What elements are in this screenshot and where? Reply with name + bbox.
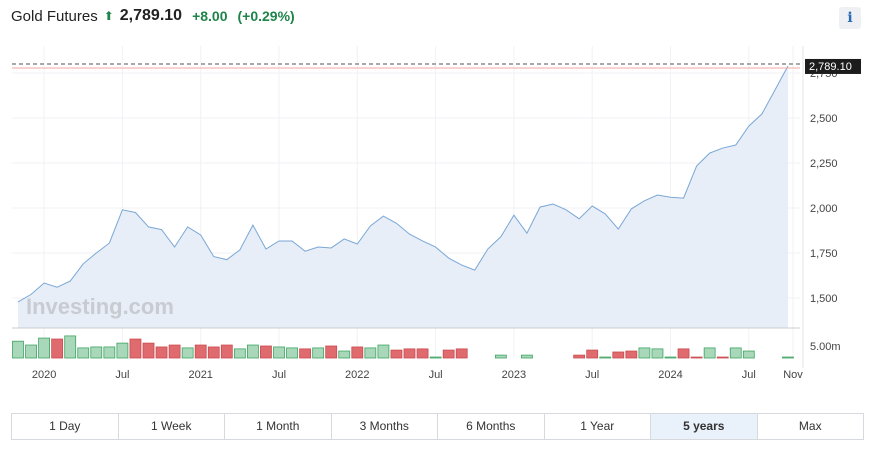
volume-bar [286,347,298,359]
volume-bar [260,345,272,359]
quote-header: Gold Futures ⬆ 2,789.10 +8.00 (+0.29%) [11,7,295,25]
volume-bar [181,347,194,359]
range-tab-1-day[interactable]: 1 Day [12,414,119,439]
x-tick-label: Jul [742,369,756,381]
range-tab-5-years[interactable]: 5 years [651,414,758,439]
volume-bar [429,356,442,359]
volume-bar [142,342,155,359]
volume-bar [38,337,50,359]
volume-bar [403,348,416,359]
volume-bar [716,356,729,359]
volume-bar [612,351,625,359]
y-tick-label: 2,000 [810,203,838,215]
volume-bar [664,356,677,359]
volume-bar [25,344,37,359]
volume-bar [312,347,325,359]
range-tab-max[interactable]: Max [798,419,822,433]
volume-bar [416,348,429,359]
y-tick-label: 2,500 [810,113,838,125]
volume-bar [246,344,259,359]
volume-bar [64,335,77,359]
x-tick-label: 2023 [502,369,526,381]
volume-bar [742,350,755,359]
volume-bar [364,347,377,359]
x-tick-label: Jul [429,369,443,381]
range-tab-1-year[interactable]: 1 Year [545,414,651,439]
volume-bar [651,348,664,359]
price-change-pct: (+0.29%) [237,8,295,24]
volume-bar [233,348,246,359]
volume-bar [12,340,24,359]
arrow-up-icon: ⬆ [103,9,114,23]
volume-bar [90,346,103,359]
volume-bar [103,346,116,359]
volume-bar [782,356,794,359]
volume-bar [442,349,455,359]
x-tick-label: 2024 [658,369,682,381]
volume-bar [273,346,285,359]
y-tick-label: 1,500 [810,293,838,305]
volume-bar [377,344,390,359]
range-tab-6-months[interactable]: 6 Months [438,414,545,439]
x-tick-label: Jul [585,369,599,381]
volume-bar [599,356,612,359]
volume-bar [129,338,142,359]
volume-bar [390,349,403,359]
price-area [18,65,788,328]
price-chart[interactable]: 1,5001,7502,0002,2502,5002,7505.00m2,789… [0,0,882,400]
x-tick-label: 2020 [32,369,56,381]
x-tick-label: Jul [115,369,129,381]
range-tab-3-months[interactable]: 3 Months [332,414,438,439]
price-change: +8.00 [192,8,228,24]
range-tab-1-week[interactable]: 1 Week [119,414,225,439]
volume-bar [77,347,90,359]
volume-bar [351,346,364,359]
volume-bar [729,347,742,359]
volume-bar [168,344,181,359]
volume-bar [116,342,129,359]
volume-bar [220,344,233,359]
y-tick-label: 1,750 [810,248,838,260]
current-price-label: 2,789.10 [809,61,852,73]
volume-bar [155,346,168,359]
volume-bar [51,338,64,359]
volume-bar [638,347,651,359]
volume-bar [521,354,533,359]
x-tick-label: 2022 [345,369,369,381]
volume-bar [455,348,468,359]
volume-bar [677,348,690,359]
volume-bar [494,354,507,359]
volume-tick-label: 5.00m [810,341,841,353]
y-tick-label: 2,250 [810,158,838,170]
current-price-badge [805,58,861,74]
volume-bar [625,350,638,359]
x-tick-label: Jul [272,369,286,381]
volume-bar [703,347,716,359]
range-tabs: 1 Day 1 Week 1 Month 3 Months 6 Months 1 Year… [11,413,864,440]
x-tick-label: 2021 [188,369,212,381]
volume-bar [194,344,207,359]
instrument-name: Gold Futures [11,7,98,25]
watermark-logo: Investing.com [26,294,174,319]
volume-bar [690,356,703,359]
last-price: 2,789.10 [119,7,183,24]
volume-bar [299,348,312,359]
volume-bar [573,354,586,359]
volume-bar [325,345,338,359]
volume-bar [586,349,599,359]
volume-bar [207,346,220,359]
volume-bar [338,350,351,359]
range-tab-1-month[interactable]: 1 Month [225,414,332,439]
x-tick-label: Nov [783,369,803,381]
price-line [17,65,789,303]
info-button[interactable]: i [839,7,861,29]
